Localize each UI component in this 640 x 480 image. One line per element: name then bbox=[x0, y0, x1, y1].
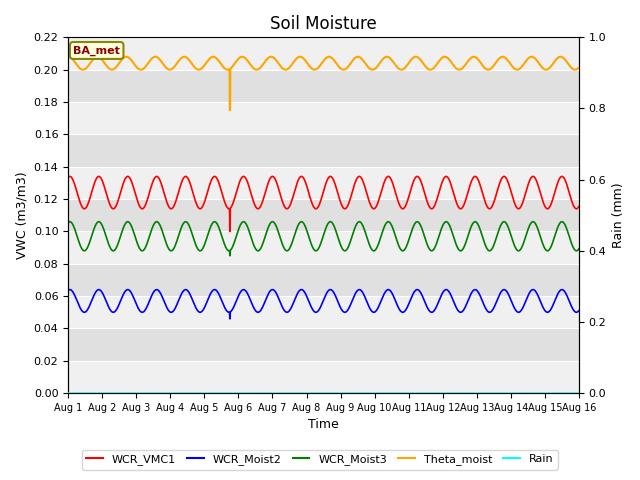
Bar bbox=[68, 102, 579, 134]
Bar bbox=[68, 199, 579, 231]
X-axis label: Time: Time bbox=[308, 419, 339, 432]
Y-axis label: Rain (mm): Rain (mm) bbox=[612, 182, 625, 248]
Bar bbox=[68, 231, 579, 264]
Bar bbox=[68, 328, 579, 361]
Bar bbox=[68, 37, 579, 70]
Text: BA_met: BA_met bbox=[73, 45, 120, 56]
Title: Soil Moisture: Soil Moisture bbox=[270, 15, 377, 33]
Bar bbox=[68, 296, 579, 328]
Legend: WCR_VMC1, WCR_Moist2, WCR_Moist3, Theta_moist, Rain: WCR_VMC1, WCR_Moist2, WCR_Moist3, Theta_… bbox=[82, 450, 558, 469]
Y-axis label: VWC (m3/m3): VWC (m3/m3) bbox=[15, 171, 28, 259]
Bar bbox=[68, 264, 579, 296]
Bar bbox=[68, 70, 579, 102]
Bar bbox=[68, 167, 579, 199]
Bar bbox=[68, 361, 579, 393]
Bar bbox=[68, 134, 579, 167]
